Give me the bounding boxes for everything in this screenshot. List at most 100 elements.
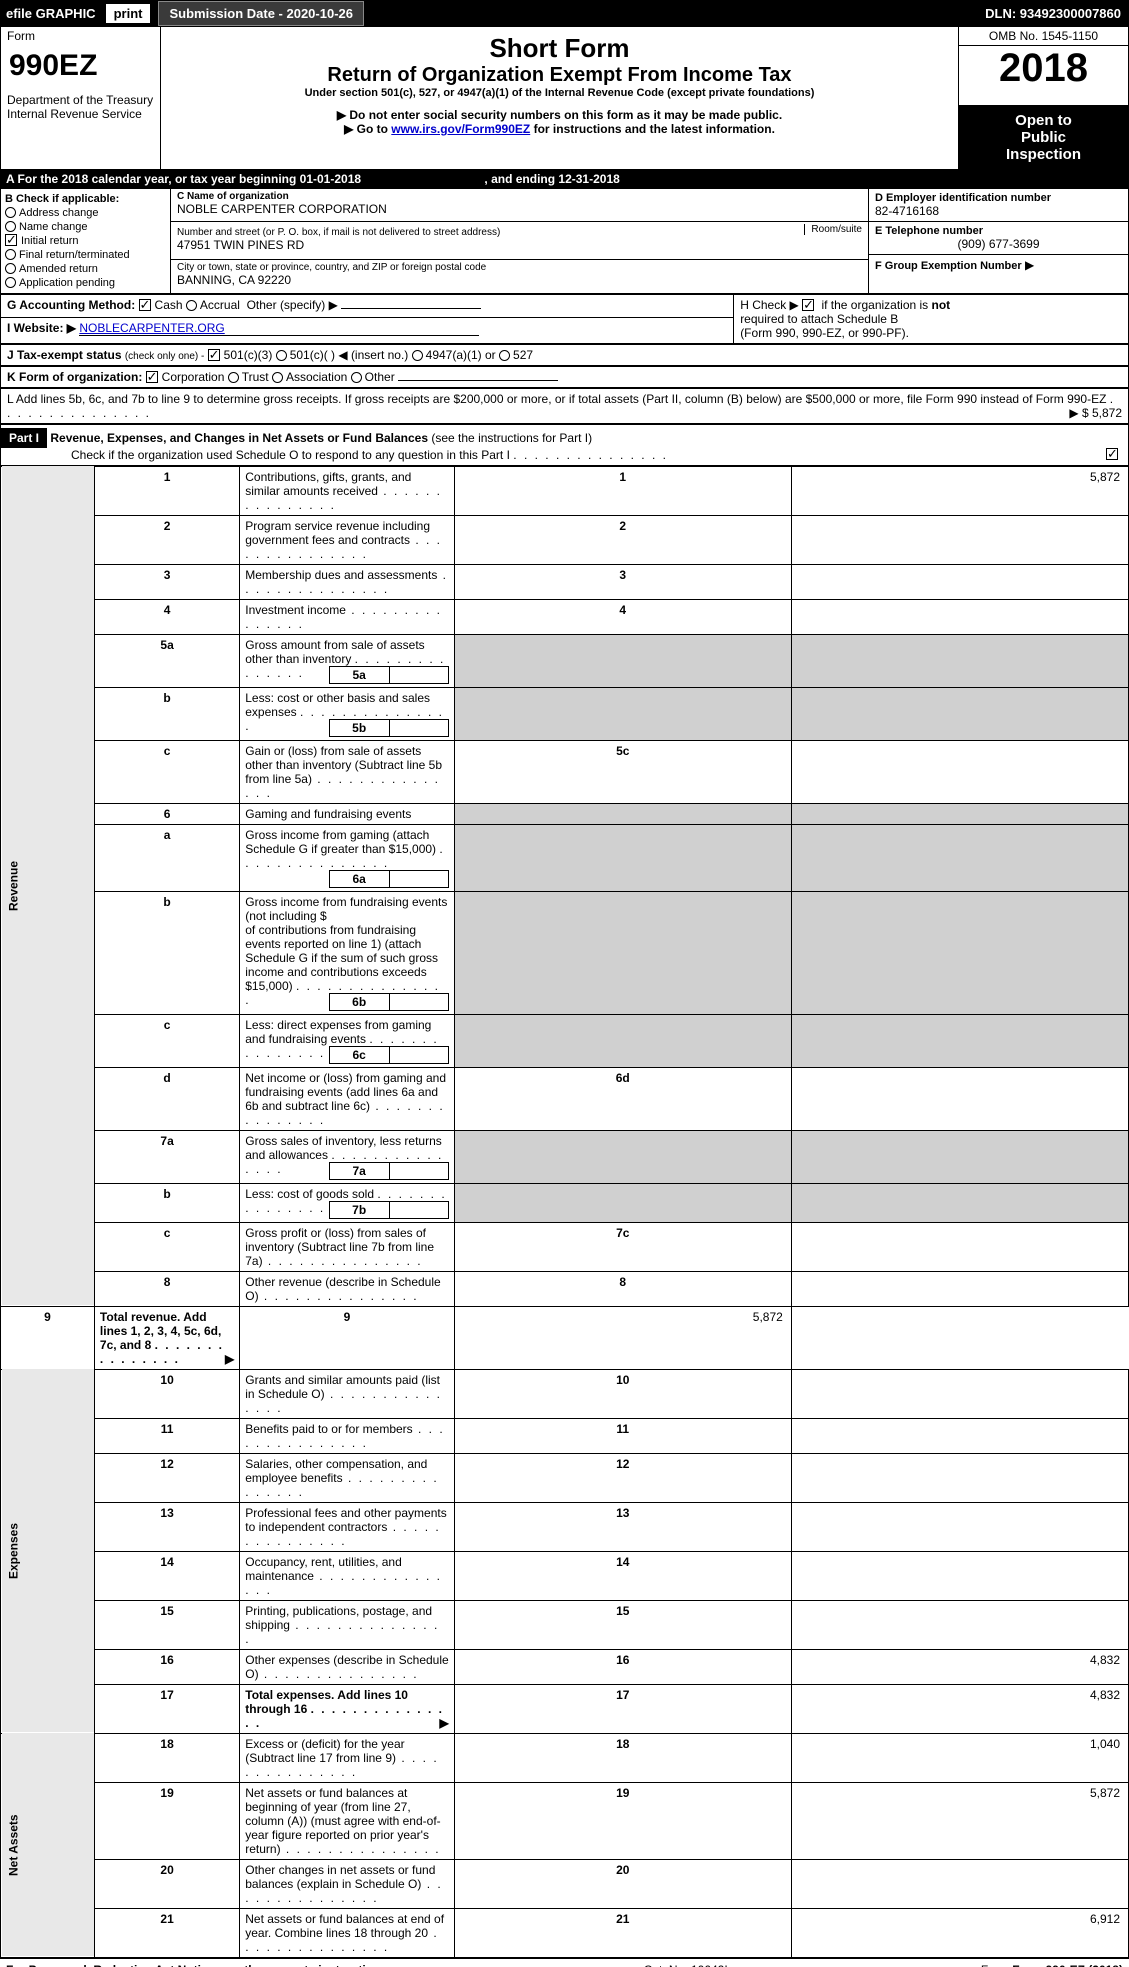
under-section: Under section 501(c), 527, or 4947(a)(1)… [167, 87, 952, 99]
part-i-title: Revenue, Expenses, and Changes in Net As… [50, 431, 428, 445]
line-2-desc: Program service revenue including govern… [240, 515, 454, 564]
line-17-refnum: 17 [454, 1684, 791, 1733]
side-exp: Expenses [1, 1369, 95, 1733]
irs-link[interactable]: www.irs.gov/Form990EZ [391, 122, 530, 136]
line-4-value [791, 599, 1128, 634]
l-value: ▶ $ 5,872 [1069, 406, 1122, 420]
boxb-label-1: Name change [19, 221, 88, 233]
k-opt-2-label: Association [286, 370, 347, 384]
g-h-row: G Accounting Method: Cash Accrual Other … [0, 294, 1129, 344]
line-12-num: 12 [94, 1453, 239, 1502]
j-501c3-check[interactable] [208, 349, 220, 361]
print-button[interactable]: print [106, 4, 151, 23]
j-opt2: 501(c)( ) ◀ (insert no.) [290, 348, 409, 362]
line-16-value: 4,832 [791, 1649, 1128, 1684]
form-number: 990EZ [1, 45, 160, 87]
website-link[interactable]: NOBLECARPENTER.ORG [79, 321, 479, 336]
org-name: NOBLE CARPENTER CORPORATION [177, 202, 862, 216]
box-c-label: C Name of organization [177, 191, 862, 202]
line-20-num: 20 [94, 1859, 239, 1908]
line-17-num: 17 [94, 1684, 239, 1733]
line-4-refnum: 4 [454, 599, 791, 634]
line-16-num: 16 [94, 1649, 239, 1684]
short-form-title: Short Form [167, 33, 952, 64]
minibox-7a-label: 7a [329, 1162, 389, 1180]
k-opt-0-check[interactable] [146, 371, 158, 383]
k-opt-3-check[interactable] [351, 372, 362, 383]
line-18-num: 18 [94, 1733, 239, 1782]
k-opt-1-check[interactable] [228, 372, 239, 383]
line-6a-num: a [94, 824, 239, 891]
line-d-desc: Net income or (loss) from gaming and fun… [240, 1067, 454, 1130]
line-7a-shadeval [791, 1130, 1128, 1183]
line-1-value: 5,872 [791, 466, 1128, 515]
line-9-refnum: 9 [240, 1306, 454, 1369]
minibox-6b-val[interactable] [389, 993, 449, 1011]
goto-pre: ▶ Go to [344, 122, 391, 136]
j-501c-radio[interactable] [276, 350, 287, 361]
line-10-num: 10 [94, 1369, 239, 1418]
j-4947-radio[interactable] [412, 350, 423, 361]
line-15-value [791, 1600, 1128, 1649]
line-11-num: 11 [94, 1418, 239, 1453]
period-end: , and ending 12-31-2018 [484, 172, 619, 186]
boxb-check-0[interactable] [5, 207, 16, 218]
line-5a-desc: Gross amount from sale of assets other t… [240, 634, 454, 687]
h-not: not [932, 298, 951, 312]
minibox-6c-val[interactable] [389, 1046, 449, 1064]
k-row: K Form of organization: Corporation Trus… [1, 366, 1129, 387]
boxb-check-2[interactable] [5, 234, 17, 246]
boxb-check-3[interactable] [5, 249, 16, 260]
line-c-value [791, 1222, 1128, 1271]
line-6b-shadenum [454, 891, 791, 1014]
box-d-label: D Employer identification number [875, 192, 1122, 204]
minibox-6a-val[interactable] [389, 870, 449, 888]
line-18-refnum: 18 [454, 1733, 791, 1782]
accrual-radio[interactable] [186, 300, 197, 311]
cash-checkbox[interactable] [139, 299, 151, 311]
k-label: K Form of organization: [7, 370, 142, 384]
open-line1: Open to [1015, 112, 1072, 129]
j-527-radio[interactable] [499, 350, 510, 361]
boxb-check-1[interactable] [5, 221, 16, 232]
j-row: J Tax-exempt status (check only one) - 5… [1, 344, 1129, 365]
line-2-value [791, 515, 1128, 564]
part-i-checkbox[interactable] [1106, 448, 1118, 460]
line-7a-desc: Gross sales of inventory, less returns a… [240, 1130, 454, 1183]
minibox-7a-val[interactable] [389, 1162, 449, 1180]
line-7b-desc: Less: cost of goods sold 7b [240, 1183, 454, 1222]
h-checkbox[interactable] [802, 299, 814, 311]
dept-line1: Department of the Treasury [7, 93, 153, 107]
telephone-value: (909) 677-3699 [875, 237, 1122, 251]
line-14-value [791, 1551, 1128, 1600]
minibox-5a-val[interactable] [389, 666, 449, 684]
k-other-line[interactable] [398, 380, 558, 381]
line-6-num: 6 [94, 803, 239, 824]
line-13-desc: Professional fees and other payments to … [240, 1502, 454, 1551]
line-8-num: 8 [94, 1271, 239, 1306]
line-6a-shadenum [454, 824, 791, 891]
line-6b-shadeval [791, 891, 1128, 1014]
line-20-refnum: 20 [454, 1859, 791, 1908]
minibox-6a-label: 6a [329, 870, 389, 888]
h-post: if the organization is [821, 298, 931, 312]
goto-post: for instructions and the latest informat… [530, 122, 775, 136]
boxb-label-2: Initial return [21, 235, 78, 247]
ssn-warning: ▶ Do not enter social security numbers o… [164, 108, 955, 122]
minibox-5b-val[interactable] [389, 719, 449, 737]
line-5a-shadeval [791, 634, 1128, 687]
footer-cat: Cat. No. 10642I [644, 1963, 728, 1967]
boxb-label-3: Final return/terminated [19, 249, 130, 261]
boxb-check-5[interactable] [5, 277, 16, 288]
line-21-num: 21 [94, 1908, 239, 1957]
j-opt3: 4947(a)(1) or [426, 348, 496, 362]
line-2-refnum: 2 [454, 515, 791, 564]
k-opt-2-check[interactable] [272, 372, 283, 383]
street-address: 47951 TWIN PINES RD [177, 238, 304, 252]
boxb-check-4[interactable] [5, 263, 16, 274]
line-10-desc: Grants and similar amounts paid (list in… [240, 1369, 454, 1418]
other-specify-line[interactable] [341, 308, 481, 309]
minibox-7b-val[interactable] [389, 1201, 449, 1219]
line-6c-shadenum [454, 1014, 791, 1067]
part-i-lines: Revenue 1 Contributions, gifts, grants, … [0, 466, 1129, 1958]
